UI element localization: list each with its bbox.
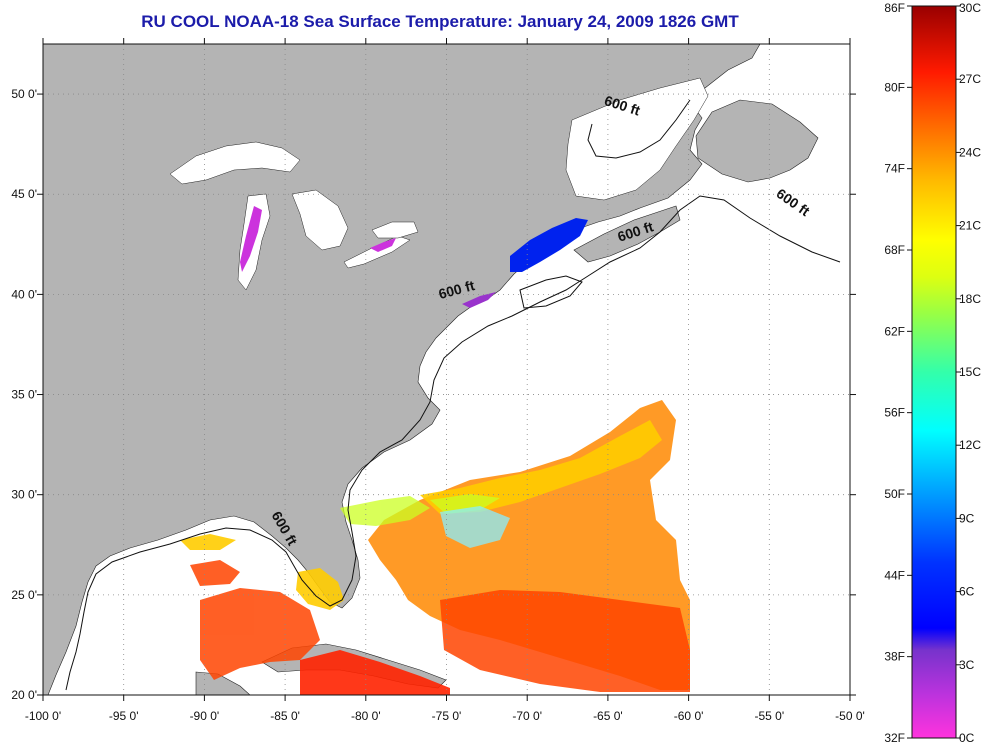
depth-contours (65, 99, 841, 691)
colorbar (911, 5, 957, 739)
axis-ticks: -100 0' -95 0' -90 0' -85 0' -80 0' -75 0' -70… (11, 38, 865, 723)
cold-water-lake-michigan (240, 206, 262, 272)
colorbar-label-f: 32F (884, 731, 905, 745)
land-mass (43, 44, 761, 695)
newfoundland (695, 99, 819, 183)
x-tick-label: -90 0' (190, 709, 220, 723)
colorbar-label-c: 18C (959, 292, 981, 306)
colorbar-label-f: 50F (884, 487, 905, 501)
lake-ontario (371, 221, 419, 239)
colorbar-label-f: 56F (884, 406, 905, 420)
lake-superior (169, 141, 301, 185)
colorbar-label-c: 0C (959, 731, 975, 745)
sst-data (180, 206, 690, 695)
colorbar-label-f: 74F (884, 162, 905, 176)
x-tick-label: -80 0' (351, 709, 381, 723)
x-tick-label: -70 0' (512, 709, 542, 723)
x-tick-label: -60 0' (674, 709, 704, 723)
colorbar-label-c: 6C (959, 585, 975, 599)
y-tick-label: 40 0' (11, 287, 37, 301)
lake-huron (291, 189, 349, 251)
colorbar-label-c: 24C (959, 145, 981, 159)
colorbar-label-c: 15C (959, 365, 981, 379)
y-tick-label: 50 0' (11, 87, 37, 101)
cold-water-long-island (462, 292, 496, 308)
y-tick-label: 45 0' (11, 187, 37, 201)
y-tick-label: 20 0' (11, 688, 37, 702)
x-tick-label: -100 0' (25, 709, 61, 723)
nova-scotia (573, 205, 681, 263)
map-title: RU COOL NOAA-18 Sea Surface Temperature:… (141, 12, 739, 31)
y-tick-label: 30 0' (11, 488, 37, 502)
colorbar-label-c: 12C (959, 438, 981, 452)
y-tick-label: 35 0' (11, 388, 37, 402)
x-tick-label: -50 0' (835, 709, 865, 723)
x-tick-label: -85 0' (270, 709, 300, 723)
x-tick-label: -65 0' (593, 709, 623, 723)
colorbar-label-f: 62F (884, 324, 905, 338)
x-tick-label: -55 0' (754, 709, 784, 723)
colorbar-label-c: 27C (959, 72, 981, 86)
colorbar-label-c: 21C (959, 219, 981, 233)
colorbar-label-f: 68F (884, 243, 905, 257)
colorbar-label-f: 86F (884, 1, 905, 15)
x-tick-label: -75 0' (432, 709, 462, 723)
colorbar-labels: 86F 80F 74F 68F 62F 56F 50F 44F 38F 32F 30C 27C 24C 2… (884, 1, 981, 745)
cold-water-gulf-of-maine (510, 218, 588, 272)
colorbar-label-f: 38F (884, 650, 905, 664)
colorbar-label-c: 3C (959, 658, 975, 672)
colorbar-label-f: 44F (884, 568, 905, 582)
grid (43, 44, 850, 695)
gulf-st-lawrence (565, 77, 709, 201)
x-tick-label: -95 0' (109, 709, 139, 723)
colorbar-label-c: 30C (959, 1, 981, 15)
colorbar-label-f: 80F (884, 80, 905, 94)
y-tick-label: 25 0' (11, 588, 37, 602)
colorbar-label-c: 9C (959, 511, 975, 525)
cold-water-lake-erie (370, 238, 396, 252)
